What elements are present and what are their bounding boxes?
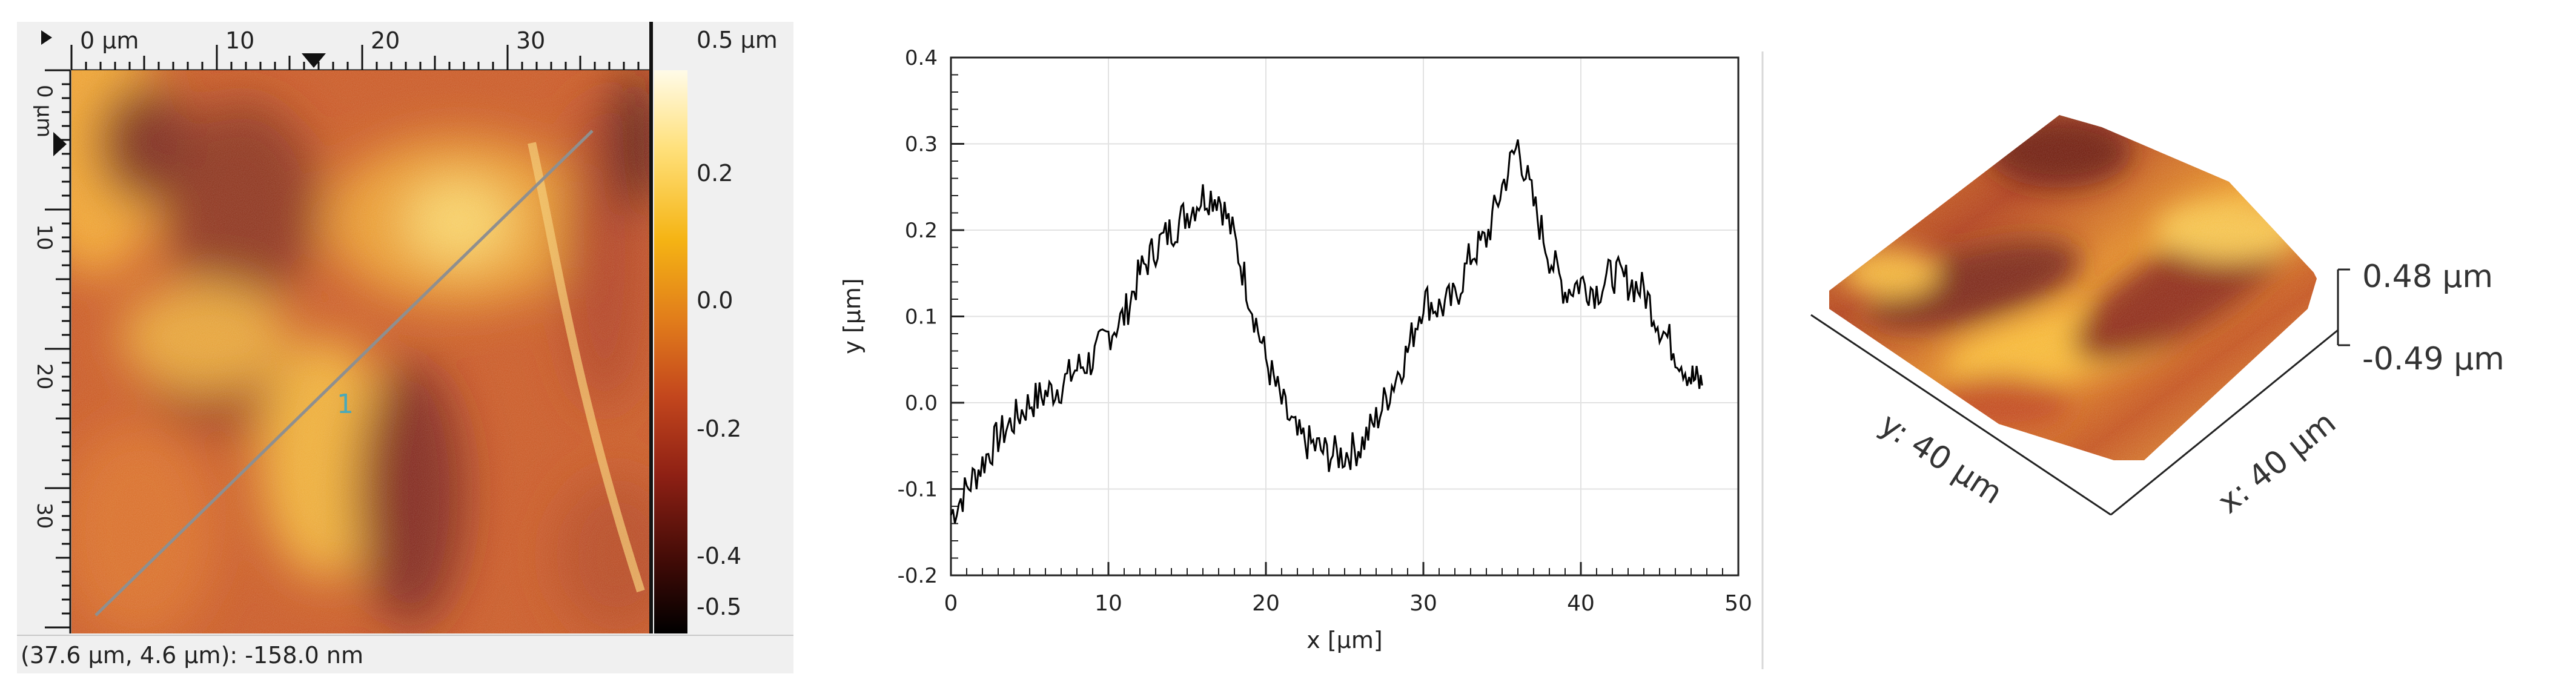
v-ruler-tick-label: 0 µm	[32, 85, 56, 137]
profile-line-label: 1	[337, 389, 354, 420]
surface-3d-view[interactable]: 0.48 µm -0.49 µm y: 40 µm x: 40 µm	[1805, 91, 2574, 600]
y-tick-label: -0.2	[898, 564, 938, 588]
v-ruler-marker-icon[interactable]	[53, 132, 67, 156]
h-ruler-tick-label: 30	[516, 27, 545, 54]
h-ruler-tick-label: 20	[371, 27, 400, 54]
afm-image-viewer: 0 µm 10 20 30 0 µm 10 20 30	[17, 22, 793, 673]
profile-series-line	[950, 139, 1703, 524]
profile-line[interactable]	[94, 130, 594, 617]
ruler-toggle-icon[interactable]	[41, 30, 52, 45]
x-axis-line	[2110, 329, 2339, 516]
colorbar-label: 0.2	[697, 160, 733, 187]
y-tick-label: 0.1	[905, 305, 938, 329]
v-ruler-tick-label: 30	[32, 503, 56, 529]
x-axis-title: x: 40 µm	[2211, 405, 2342, 521]
y-tick-label: 0.4	[905, 46, 938, 70]
colorbar-axis	[649, 22, 653, 633]
y-axis-title: y: 40 µm	[1873, 406, 2008, 512]
y-tick-label: 0.0	[905, 391, 938, 415]
x-tick-label: 10	[1094, 591, 1122, 616]
x-axis-label: x [µm]	[1306, 627, 1382, 653]
colorbar-label: 0.5 µm	[697, 27, 778, 53]
y-tick-label: -0.1	[898, 478, 938, 502]
height-map-image[interactable]	[71, 70, 650, 633]
x-tick-label: 30	[1409, 591, 1437, 616]
h-ruler-tick-label: 0 µm	[80, 27, 139, 54]
colorbar	[654, 70, 687, 633]
h-ruler-tick-label: 10	[225, 27, 254, 54]
y-axis-line	[1810, 314, 2111, 516]
colorbar-label: -0.5	[697, 593, 742, 620]
y-tick-label: 0.2	[905, 219, 938, 243]
chart-grid	[950, 57, 1739, 576]
v-ruler-tick-label: 20	[32, 363, 56, 389]
colorbar-label: 0.0	[697, 287, 733, 314]
vertical-ruler: 0 µm 10 20 30	[32, 69, 71, 633]
y-axis-label: y [µm]	[839, 278, 866, 354]
profile-chart: 0 10 20 30 40 50 -0.2 -0.1 0.0 0.1 0.2 0.3 0.4 x [µm…	[839, 46, 1764, 669]
surface-plot	[1829, 115, 2317, 460]
z-bottom-label: -0.49 µm	[2362, 341, 2505, 377]
x-tick-label: 20	[1252, 591, 1280, 616]
colorbar-label: -0.2	[697, 415, 742, 442]
x-tick-label: 0	[944, 591, 958, 616]
v-ruler-tick-label: 10	[32, 224, 56, 250]
status-bar: (37.6 µm, 4.6 µm): -158.0 nm	[17, 635, 793, 673]
colorbar-label: -0.4	[697, 543, 742, 569]
h-ruler-marker-icon[interactable]	[302, 53, 326, 68]
x-tick-label: 50	[1724, 591, 1752, 616]
z-top-label: 0.48 µm	[2362, 259, 2493, 295]
y-tick-label: 0.3	[905, 133, 938, 157]
cursor-readout: (37.6 µm, 4.6 µm): -158.0 nm	[21, 642, 363, 669]
x-tick-label: 40	[1567, 591, 1595, 616]
